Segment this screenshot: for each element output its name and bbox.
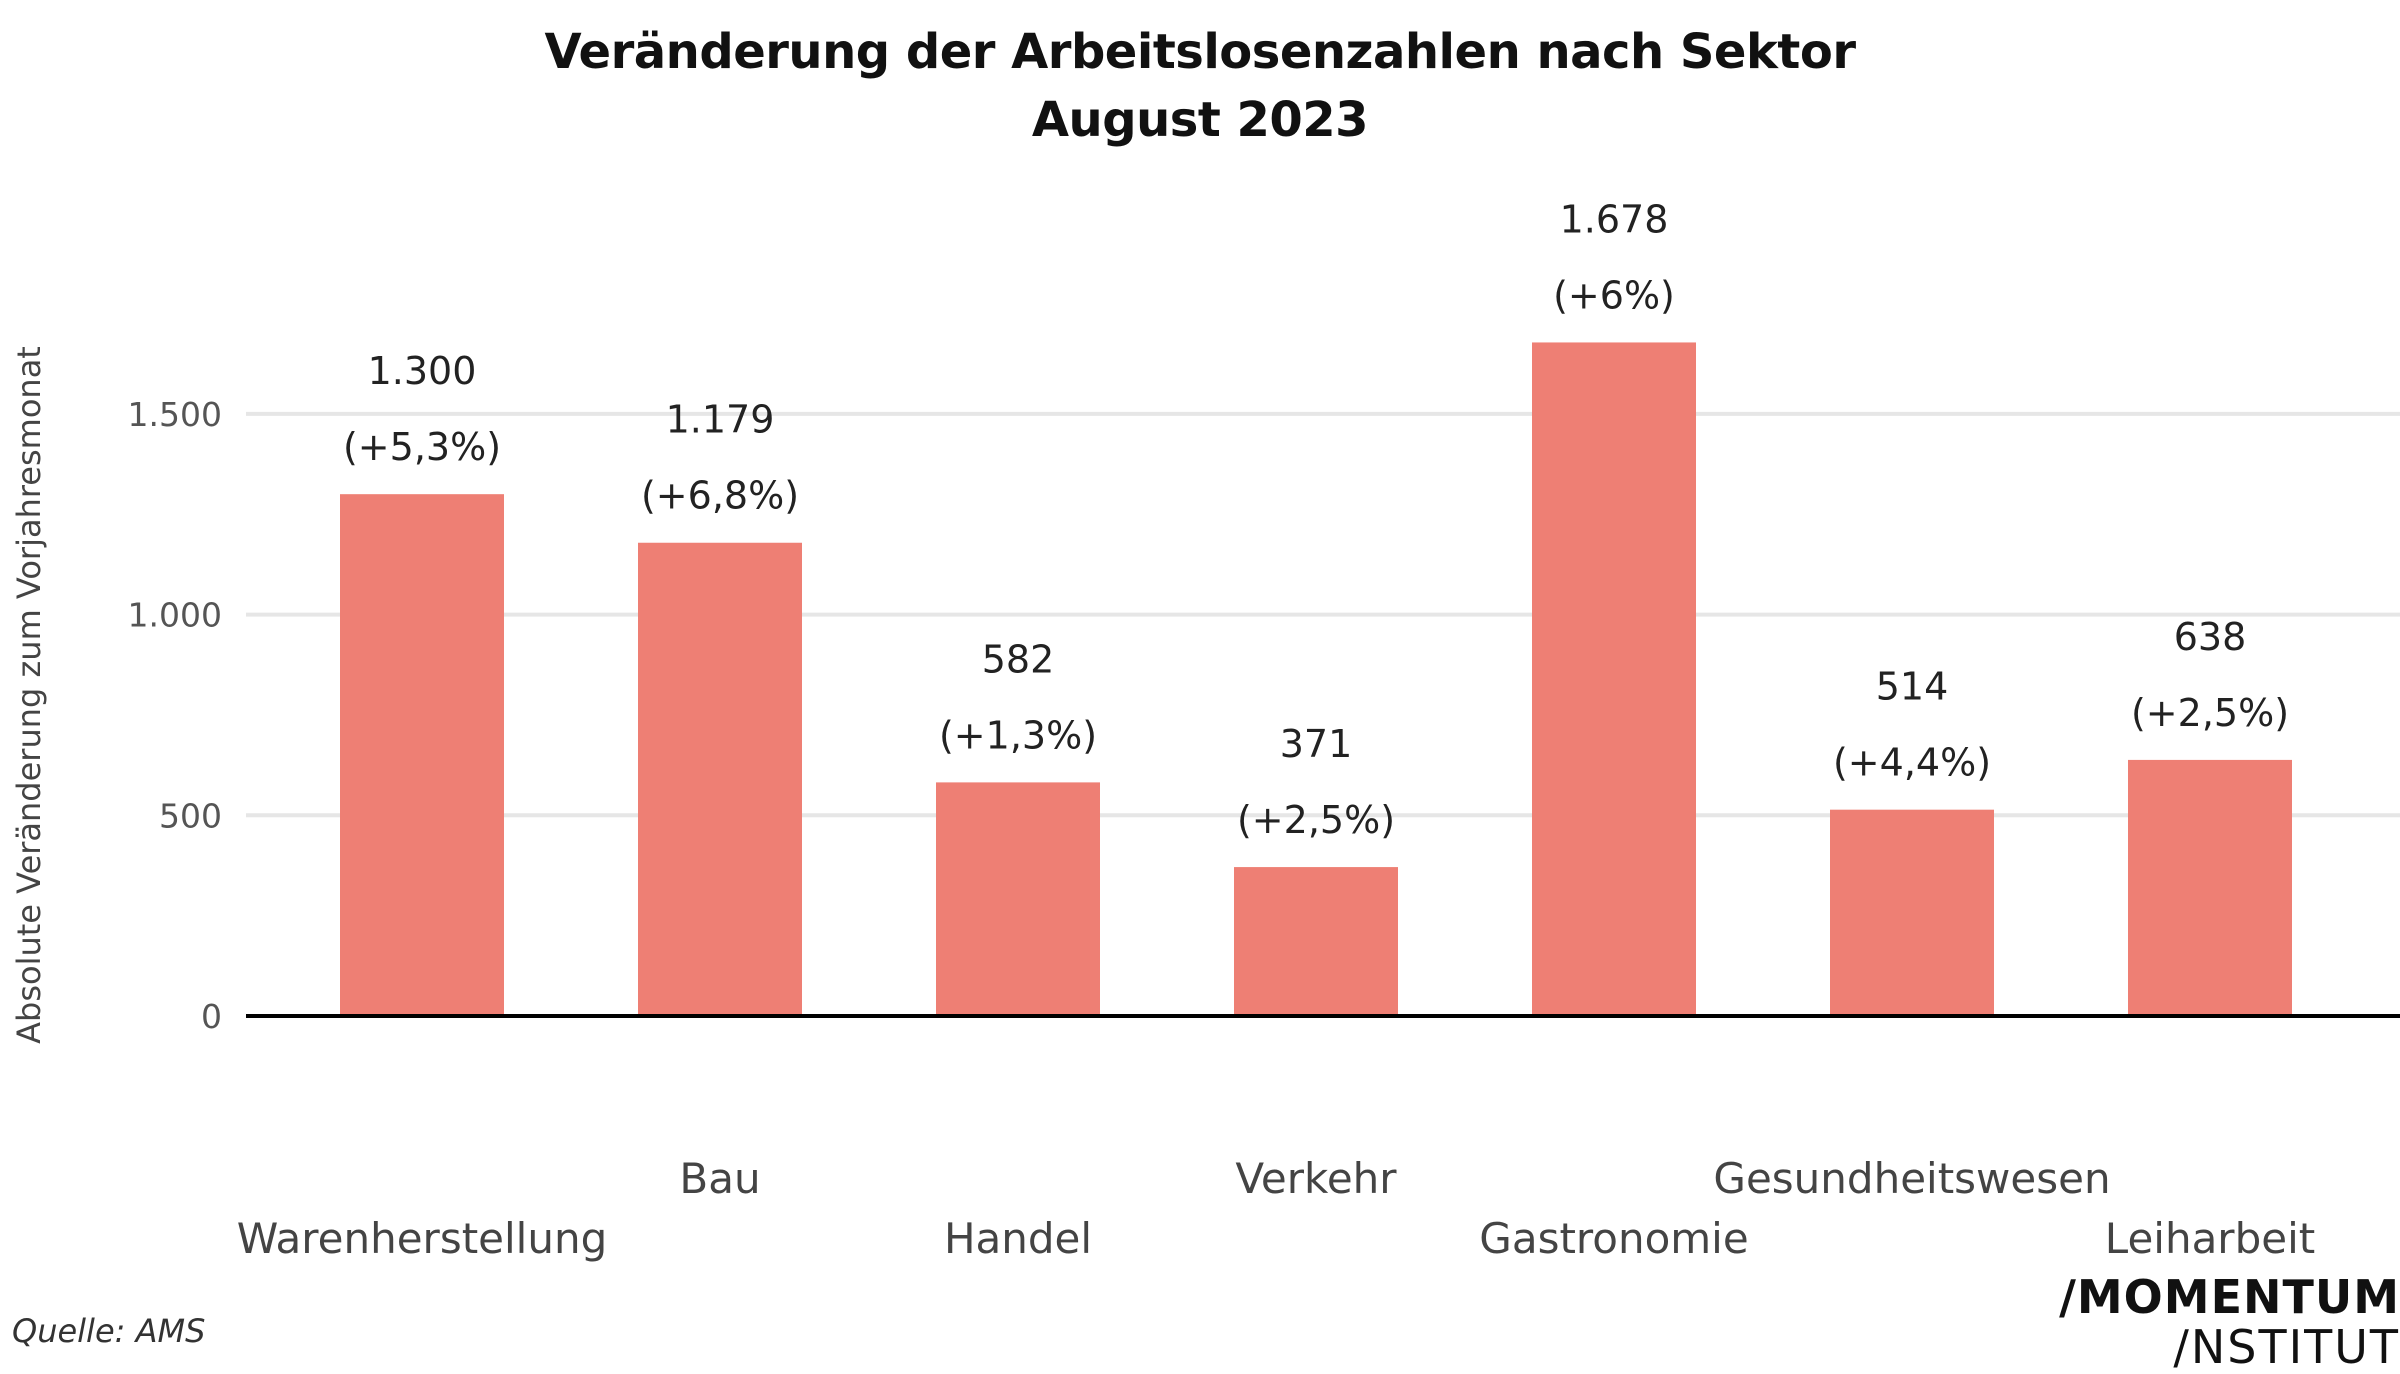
logo-line-2: /NSTITUT bbox=[2173, 1320, 2400, 1374]
pct-label: (+2,5%) bbox=[2131, 691, 2289, 735]
category-label: Bau bbox=[679, 1154, 760, 1203]
bars bbox=[340, 342, 2292, 1016]
bar bbox=[340, 494, 504, 1016]
y-tick-label: 0 bbox=[201, 997, 222, 1036]
y-tick-label: 1.000 bbox=[128, 596, 222, 635]
value-label: 582 bbox=[982, 637, 1055, 681]
y-axis-label: Absolute Veränderung zum Vorjahresmonat bbox=[10, 346, 48, 1044]
value-label: 371 bbox=[1280, 722, 1353, 766]
chart-title: Veränderung der Arbeitslosenzahlen nach … bbox=[0, 18, 2400, 154]
y-tick-label: 500 bbox=[159, 796, 222, 835]
value-label: 1.678 bbox=[1560, 197, 1669, 241]
chart-subtitle: August 2023 bbox=[1031, 92, 1369, 148]
grid-lines bbox=[246, 411, 2400, 818]
chart-title-line: Veränderung der Arbeitslosenzahlen nach … bbox=[544, 24, 1856, 80]
y-tick-label: 1.500 bbox=[128, 395, 222, 434]
bar bbox=[1830, 809, 1994, 1016]
bar bbox=[1234, 867, 1398, 1016]
bar bbox=[936, 782, 1100, 1016]
momentum-institut-logo: /MOMENTUM /NSTITUT bbox=[2059, 1272, 2400, 1372]
value-label: 1.300 bbox=[368, 349, 477, 393]
category-label: Warenherstellung bbox=[237, 1214, 608, 1263]
category-label: Handel bbox=[944, 1214, 1092, 1263]
source-note: Quelle: AMS bbox=[12, 1312, 206, 1350]
bar bbox=[2128, 759, 2292, 1016]
value-label: 514 bbox=[1876, 665, 1949, 709]
pct-label: (+6,8%) bbox=[641, 474, 799, 518]
pct-label: (+4,4%) bbox=[1833, 741, 1991, 785]
category-labels: Warenherstellung Bau Handel Verkehr Gastrono… bbox=[237, 1154, 2315, 1263]
category-label: Gesundheitswesen bbox=[1713, 1154, 2110, 1203]
category-label: Leiharbeit bbox=[2105, 1214, 2315, 1263]
pct-label: (+2,5%) bbox=[1237, 798, 1395, 842]
logo-line-1: /MOMENTUM bbox=[2059, 1270, 2400, 1324]
bar bbox=[638, 542, 802, 1016]
category-label: Verkehr bbox=[1235, 1154, 1397, 1203]
value-label: 638 bbox=[2174, 615, 2247, 659]
pct-label: (+1,3%) bbox=[939, 713, 1097, 757]
value-label: 1.179 bbox=[666, 398, 775, 442]
pct-label: (+6%) bbox=[1553, 273, 1675, 317]
y-tick-labels: 0 500 1.000 1.500 bbox=[128, 395, 222, 1036]
pct-label: (+5,3%) bbox=[343, 425, 501, 469]
bar bbox=[1532, 342, 1696, 1016]
category-label: Gastronomie bbox=[1479, 1214, 1748, 1263]
data-labels: (+5,3%) 1.300 (+6,8%) 1.179 (+1,3%) 582 (+2,5%… bbox=[343, 197, 2289, 842]
